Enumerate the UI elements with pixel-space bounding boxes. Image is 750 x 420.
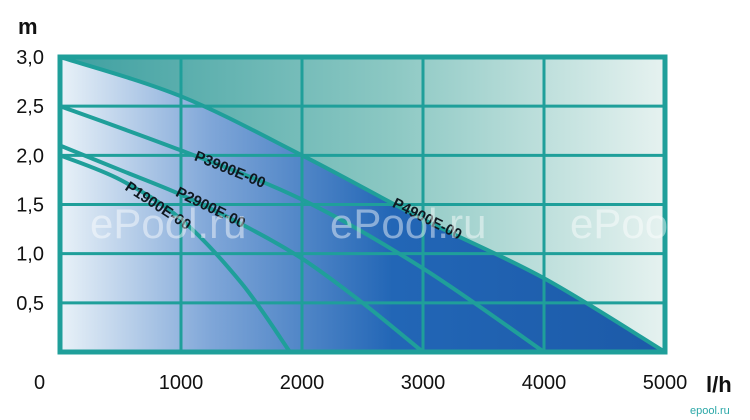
watermark-left: ePool.ru [90, 200, 246, 247]
origin-tick-label: 0 [34, 372, 45, 394]
watermark-group: u ePool.ru ePool.ru ePool.ru [0, 200, 726, 247]
y-tick-label: 1,5 [16, 195, 44, 217]
y-tick-labels: 0,5 1,0 1,5 2,0 2,5 3,0 [16, 47, 44, 315]
x-tick-label: 5000 [643, 372, 688, 394]
watermark-center: ePool.ru [330, 200, 486, 247]
y-axis-label: m [18, 14, 38, 39]
y-tick-label: 3,0 [16, 47, 44, 69]
y-tick-label: 2,5 [16, 96, 44, 118]
x-tick-label: 3000 [401, 372, 446, 394]
x-tick-label: 1000 [159, 372, 204, 394]
x-tick-labels: 1000 2000 3000 4000 5000 [159, 372, 688, 394]
y-tick-label: 0,5 [16, 293, 44, 315]
watermark-partial: u [0, 200, 15, 247]
plot-frame [57, 54, 668, 355]
watermark-right: ePool.ru [570, 200, 726, 247]
grid-lines [60, 57, 665, 352]
x-tick-label: 4000 [522, 372, 567, 394]
curve-p3900e-00 [59, 104, 546, 354]
curve-p4900e-00 [59, 55, 667, 354]
curve-p2900e-00 [59, 143, 425, 354]
x-tick-label: 2000 [280, 372, 325, 394]
y-tick-label: 2,0 [16, 145, 44, 167]
y-tick-label: 1,0 [16, 244, 44, 266]
x-axis-label: l/h [706, 372, 732, 397]
curve-p1900e-00 [59, 153, 292, 354]
corner-watermark: epool.ru [690, 405, 730, 417]
